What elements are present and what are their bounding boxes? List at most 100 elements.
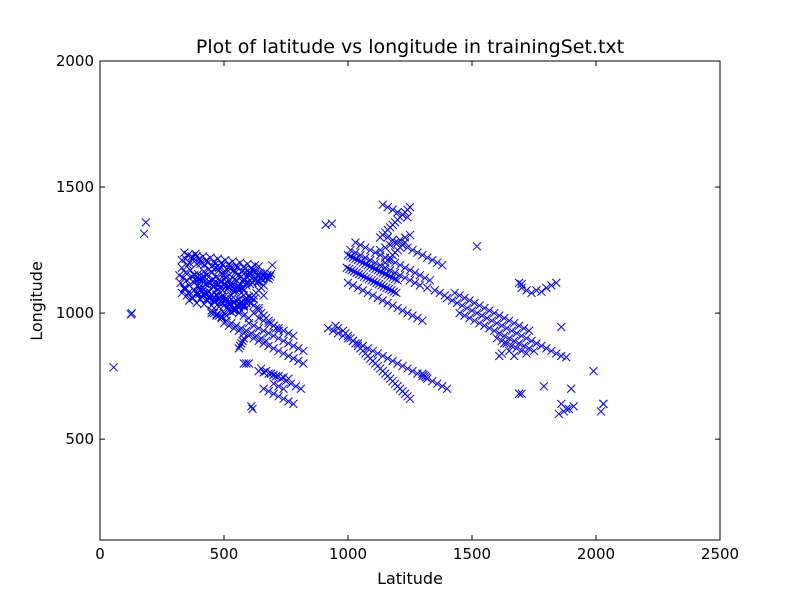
data-point xyxy=(432,258,442,268)
data-point xyxy=(374,279,384,289)
data-point xyxy=(388,273,397,283)
data-point xyxy=(184,258,194,268)
data-point xyxy=(289,341,298,351)
data-point xyxy=(254,313,264,323)
data-point xyxy=(388,205,397,215)
data-point xyxy=(348,253,358,262)
data-point xyxy=(268,260,277,270)
data-point xyxy=(358,286,368,295)
x-tick-label: 1000 xyxy=(329,545,367,563)
data-point xyxy=(547,346,556,356)
data-point xyxy=(109,362,118,372)
data-point xyxy=(410,278,420,288)
data-point xyxy=(354,269,364,279)
data-point xyxy=(421,373,431,382)
data-point xyxy=(377,281,386,290)
data-point xyxy=(507,341,517,351)
data-point xyxy=(367,275,376,285)
data-point xyxy=(389,287,399,297)
data-point xyxy=(470,298,479,308)
data-point xyxy=(379,282,389,291)
data-point xyxy=(351,248,360,257)
data-point xyxy=(502,323,512,333)
data-point xyxy=(482,313,492,323)
data-point xyxy=(410,268,420,278)
data-point xyxy=(217,313,226,323)
data-point xyxy=(398,306,407,315)
data-point xyxy=(566,384,576,394)
data-point xyxy=(217,312,226,322)
data-point xyxy=(264,318,273,328)
data-point xyxy=(393,238,402,247)
data-point xyxy=(390,268,400,278)
data-point xyxy=(405,265,415,275)
data-point xyxy=(342,263,352,273)
data-point xyxy=(177,263,187,273)
data-point xyxy=(418,316,427,326)
data-point xyxy=(509,318,519,328)
data-point xyxy=(499,313,509,323)
data-point xyxy=(353,255,363,265)
data-point xyxy=(405,275,415,285)
data-point xyxy=(522,349,531,358)
data-point xyxy=(408,311,417,320)
data-point xyxy=(279,326,288,336)
data-point xyxy=(224,282,234,291)
data-point xyxy=(517,346,526,356)
data-point xyxy=(299,359,308,368)
data-point xyxy=(475,318,484,328)
data-point xyxy=(480,303,489,313)
data-point xyxy=(212,278,221,288)
data-point xyxy=(415,281,425,290)
data-point xyxy=(554,409,564,419)
data-point xyxy=(363,288,373,298)
data-point xyxy=(194,274,204,284)
data-point xyxy=(432,379,442,389)
x-tick-label: 1500 xyxy=(453,545,491,563)
data-point xyxy=(373,265,383,275)
data-point xyxy=(457,301,467,310)
data-point xyxy=(400,273,410,283)
data-point xyxy=(244,297,254,307)
y-tick-label: 2000 xyxy=(56,52,94,70)
data-point xyxy=(284,328,293,338)
data-point xyxy=(202,255,211,265)
data-point xyxy=(347,265,357,275)
data-point xyxy=(294,344,303,353)
data-point xyxy=(207,289,216,299)
data-point xyxy=(217,292,226,302)
data-point xyxy=(384,284,394,294)
data-point xyxy=(219,301,229,310)
data-point xyxy=(400,238,410,247)
data-point xyxy=(487,316,497,326)
data-point xyxy=(489,308,499,318)
data-point xyxy=(564,404,574,414)
data-point xyxy=(375,267,385,276)
data-point xyxy=(413,313,422,323)
data-point xyxy=(212,291,221,300)
data-point xyxy=(477,311,487,320)
data-point xyxy=(244,268,254,278)
data-point xyxy=(266,269,276,279)
data-point xyxy=(286,379,296,389)
data-point xyxy=(393,275,402,285)
data-point xyxy=(522,286,531,295)
data-point xyxy=(363,344,373,353)
data-point xyxy=(380,243,390,252)
data-point xyxy=(289,399,298,409)
data-point xyxy=(222,293,231,303)
data-point xyxy=(361,243,370,252)
data-point xyxy=(338,331,348,341)
data-point xyxy=(492,318,502,328)
data-point xyxy=(403,243,412,252)
data-point xyxy=(437,381,447,391)
data-point xyxy=(385,240,395,250)
data-point xyxy=(393,303,402,313)
data-point xyxy=(383,298,393,308)
data-point xyxy=(362,273,371,283)
data-point xyxy=(299,346,308,356)
data-point xyxy=(380,269,390,279)
data-point xyxy=(373,293,383,303)
x-axis-label: Latitude xyxy=(377,569,443,588)
